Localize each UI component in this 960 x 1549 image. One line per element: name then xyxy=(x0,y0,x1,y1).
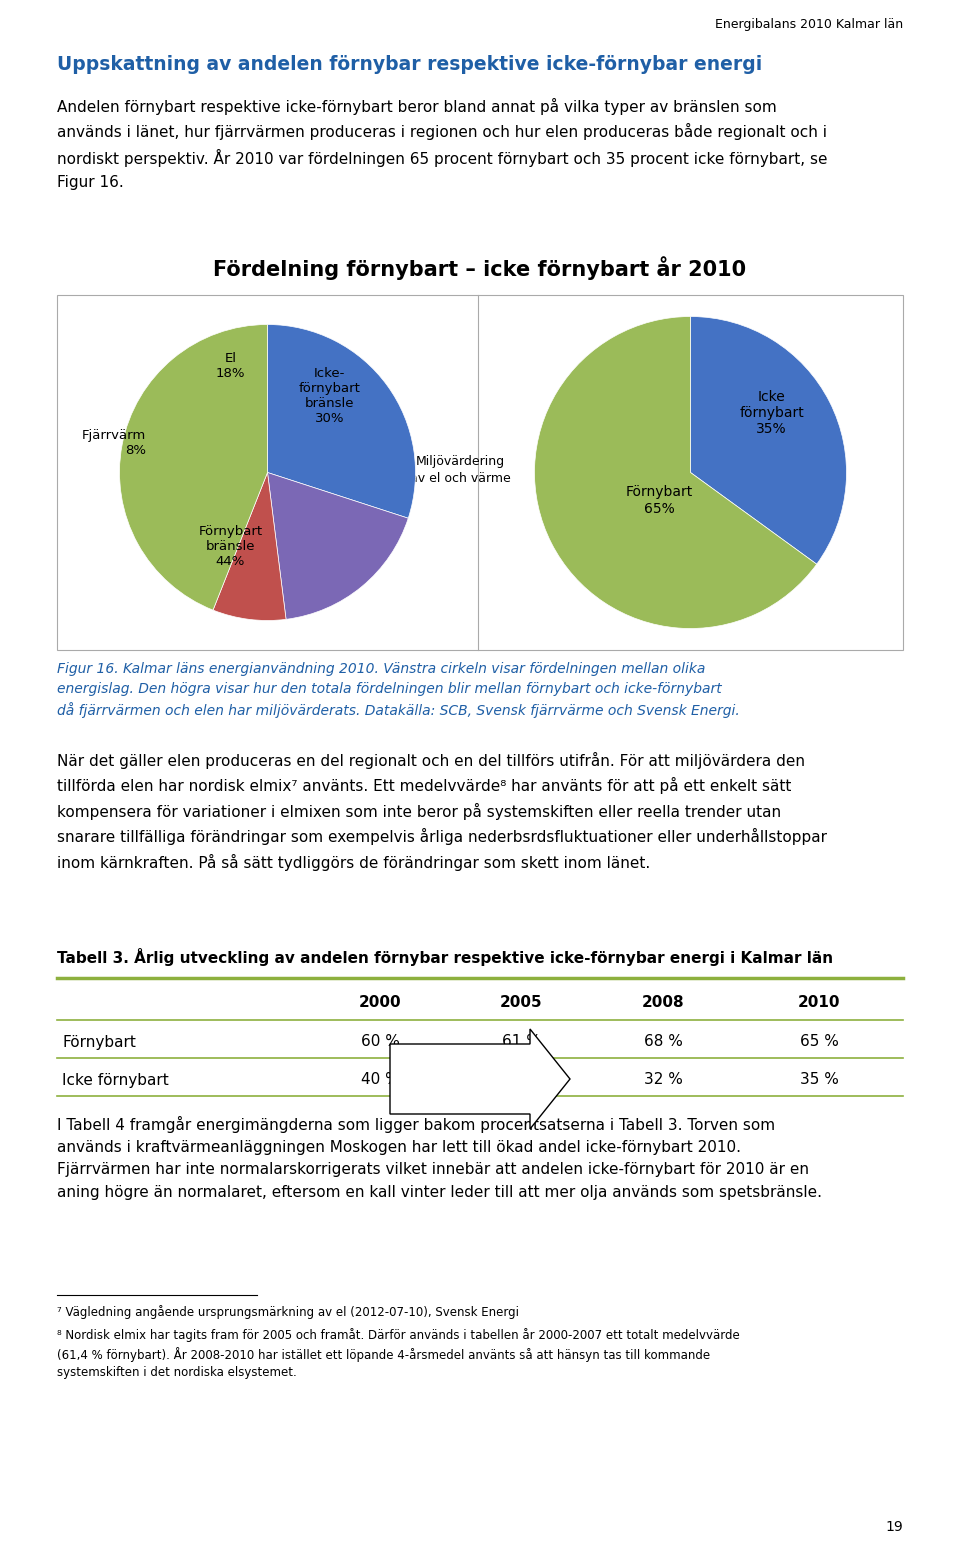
Text: Icke förnybart: Icke förnybart xyxy=(62,1072,169,1087)
Text: 2000: 2000 xyxy=(359,994,401,1010)
Text: 60 %: 60 % xyxy=(361,1035,399,1050)
Text: El
18%: El 18% xyxy=(216,352,245,380)
Text: Fjärrvärm
8%: Fjärrvärm 8% xyxy=(82,429,146,457)
Text: 61 %: 61 % xyxy=(501,1035,540,1050)
Wedge shape xyxy=(690,316,847,564)
Text: 39 %: 39 % xyxy=(501,1072,540,1087)
Wedge shape xyxy=(268,472,408,620)
Wedge shape xyxy=(119,324,268,610)
Text: Förnybart
65%: Förnybart 65% xyxy=(626,485,693,516)
Wedge shape xyxy=(213,472,286,621)
Text: 2008: 2008 xyxy=(642,994,684,1010)
Text: Förnybart
bränsle
44%: Förnybart bränsle 44% xyxy=(199,525,263,568)
Text: Icke
förnybart
35%: Icke förnybart 35% xyxy=(739,390,804,437)
Text: Uppskattning av andelen förnybar respektive icke-förnybar energi: Uppskattning av andelen förnybar respekt… xyxy=(57,56,762,74)
Wedge shape xyxy=(268,324,416,519)
Text: När det gäller elen produceras en del regionalt och en del tillförs utifrån. För: När det gäller elen produceras en del re… xyxy=(57,751,827,871)
Text: Figur 16. Kalmar läns energianvändning 2010. Vänstra cirkeln visar fördelningen : Figur 16. Kalmar läns energianvändning 2… xyxy=(57,661,740,717)
Text: Tabell 3. Årlig utveckling av andelen förnybar respektive icke-förnybar energi i: Tabell 3. Årlig utveckling av andelen fö… xyxy=(57,948,833,967)
Text: Fördelning förnybart – icke förnybart år 2010: Fördelning förnybart – icke förnybart år… xyxy=(213,256,747,280)
Text: 2005: 2005 xyxy=(500,994,542,1010)
Text: Förnybart: Förnybart xyxy=(62,1035,136,1050)
Text: I Tabell 4 framgår energimängderna som ligger bakom procentsatserna i Tabell 3. : I Tabell 4 framgår energimängderna som l… xyxy=(57,1115,822,1199)
Text: 19: 19 xyxy=(885,1520,903,1534)
Text: 40 %: 40 % xyxy=(361,1072,399,1087)
Text: 2010: 2010 xyxy=(798,994,840,1010)
Polygon shape xyxy=(390,1029,570,1129)
Text: Icke-
förnybart
bränsle
30%: Icke- förnybart bränsle 30% xyxy=(299,367,361,424)
Wedge shape xyxy=(535,316,817,629)
Text: Energibalans 2010 Kalmar län: Energibalans 2010 Kalmar län xyxy=(715,19,903,31)
Text: 35 %: 35 % xyxy=(800,1072,838,1087)
Text: 32 %: 32 % xyxy=(644,1072,683,1087)
Text: 65 %: 65 % xyxy=(800,1035,838,1050)
Text: 68 %: 68 % xyxy=(644,1035,683,1050)
Text: ⁷ Vägledning angående ursprungsmärkning av el (2012-07-10), Svensk Energi: ⁷ Vägledning angående ursprungsmärkning … xyxy=(57,1304,519,1318)
Text: ⁸ Nordisk elmix har tagits fram för 2005 och framåt. Därför används i tabellen å: ⁸ Nordisk elmix har tagits fram för 2005… xyxy=(57,1327,740,1379)
Bar xyxy=(57,294,903,651)
Text: Andelen förnybart respektive icke-förnybart beror bland annat på vilka typer av : Andelen förnybart respektive icke-förnyb… xyxy=(57,98,828,189)
Text: Miljövärdering
av el och värme: Miljövärdering av el och värme xyxy=(410,455,511,485)
